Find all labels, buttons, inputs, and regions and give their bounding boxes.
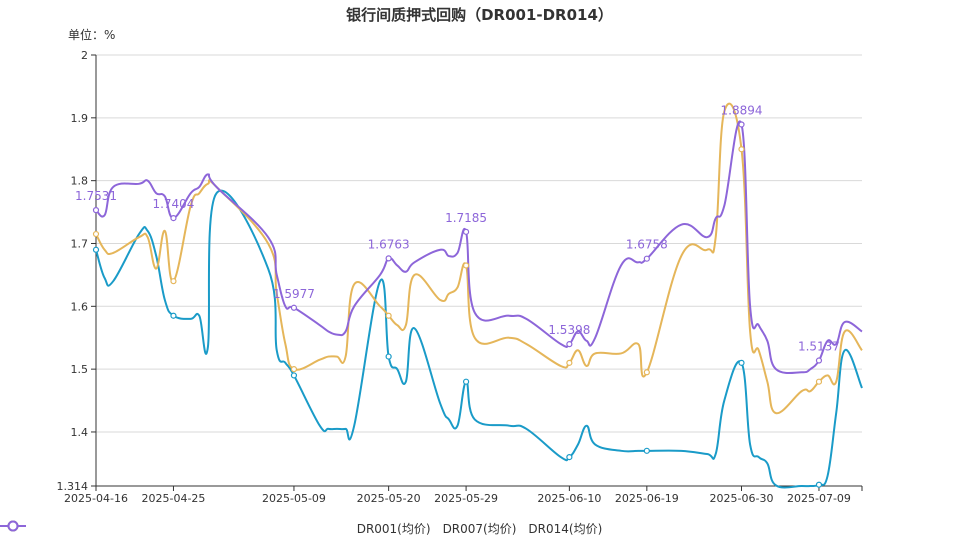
data-point-marker xyxy=(170,215,177,222)
x-tick-label: 2025-06-30 xyxy=(710,492,774,505)
data-label: 1.5977 xyxy=(273,287,315,301)
x-tick-label: 2025-07-09 xyxy=(787,492,851,505)
data-point-marker xyxy=(643,369,650,376)
data-point-marker xyxy=(385,255,392,262)
legend-line-circle-icon xyxy=(0,520,26,532)
data-point-marker xyxy=(566,341,573,348)
data-point-marker xyxy=(385,312,392,319)
x-tick-label: 2025-05-20 xyxy=(357,492,421,505)
legend-item-2[interactable]: DR014(均价) xyxy=(0,520,603,537)
series-line-0 xyxy=(95,189,863,489)
x-tick-label: 2025-06-19 xyxy=(615,492,679,505)
annotation-markers xyxy=(92,121,823,488)
unit-label: 单位：% xyxy=(68,28,116,42)
data-point-marker xyxy=(643,447,650,454)
annotation-labels: 1.7531 1.7404 1.5977 1.6763 1.7185 1.5398 1.67… xyxy=(75,103,840,353)
data-point-marker xyxy=(738,359,745,366)
data-point-marker xyxy=(462,378,470,385)
legend-label: DR001(均价) xyxy=(356,522,431,536)
legend-label: DR007(均价) xyxy=(442,522,517,536)
data-point-marker xyxy=(643,255,650,262)
legend-item-0[interactable]: DR001(均价) xyxy=(0,520,431,537)
x-tick-label: 2025-06-10 xyxy=(537,492,601,505)
data-label: 1.7404 xyxy=(152,197,194,211)
y-tick-label: 1.4 xyxy=(71,426,89,439)
legend: DR001(均价) DR007(均价) DR014(均价) xyxy=(0,520,959,537)
data-point-marker xyxy=(92,207,100,214)
y-tick-label: 1.5 xyxy=(71,363,89,376)
x-tick-label: 2025-05-09 xyxy=(262,492,326,505)
data-point-marker xyxy=(290,366,298,373)
data-point-marker xyxy=(462,228,470,235)
x-tick-label: 2025-04-25 xyxy=(141,492,205,505)
data-point-marker xyxy=(462,262,470,269)
y-tick-label: 1.9 xyxy=(71,112,89,125)
data-point-marker xyxy=(92,246,100,253)
data-label: 1.8894 xyxy=(721,103,763,117)
data-point-marker xyxy=(170,312,177,319)
data-point-marker xyxy=(566,453,573,461)
data-point-marker xyxy=(566,359,573,366)
data-point-marker xyxy=(738,146,745,153)
x-tick-label: 2025-05-29 xyxy=(434,492,498,505)
data-point-marker xyxy=(815,357,823,364)
data-point-marker xyxy=(290,304,298,311)
data-point-marker xyxy=(170,278,177,285)
data-point-marker xyxy=(815,481,823,488)
data-point-marker xyxy=(290,372,298,379)
series-line-2 xyxy=(95,120,863,375)
data-label: 1.5398 xyxy=(548,323,590,337)
data-label: 1.7531 xyxy=(75,189,117,203)
x-tick-label: 2025-04-16 xyxy=(64,492,128,505)
gridlines xyxy=(96,54,862,433)
chart-title: 银行间质押式回购（DR001-DR014） xyxy=(346,6,613,24)
series-lines xyxy=(95,102,863,489)
data-point-marker xyxy=(385,353,392,360)
y-tick-label: 1.314 xyxy=(57,480,89,493)
legend-label: DR014(均价) xyxy=(528,522,603,536)
data-label: 1.5137 xyxy=(798,340,840,354)
y-tick-label: 1.6 xyxy=(71,300,89,313)
data-point-marker xyxy=(738,121,745,128)
data-label: 1.7185 xyxy=(445,211,487,225)
data-label: 1.6763 xyxy=(368,237,410,251)
data-label: 1.6758 xyxy=(626,238,668,252)
data-point-marker xyxy=(815,378,823,385)
y-tick-label: 1.8 xyxy=(71,175,89,188)
y-tick-label: 2 xyxy=(81,49,88,62)
legend-item-1[interactable]: DR007(均价) xyxy=(0,520,517,537)
data-point-marker xyxy=(92,230,100,238)
y-tick-label: 1.7 xyxy=(71,237,89,250)
